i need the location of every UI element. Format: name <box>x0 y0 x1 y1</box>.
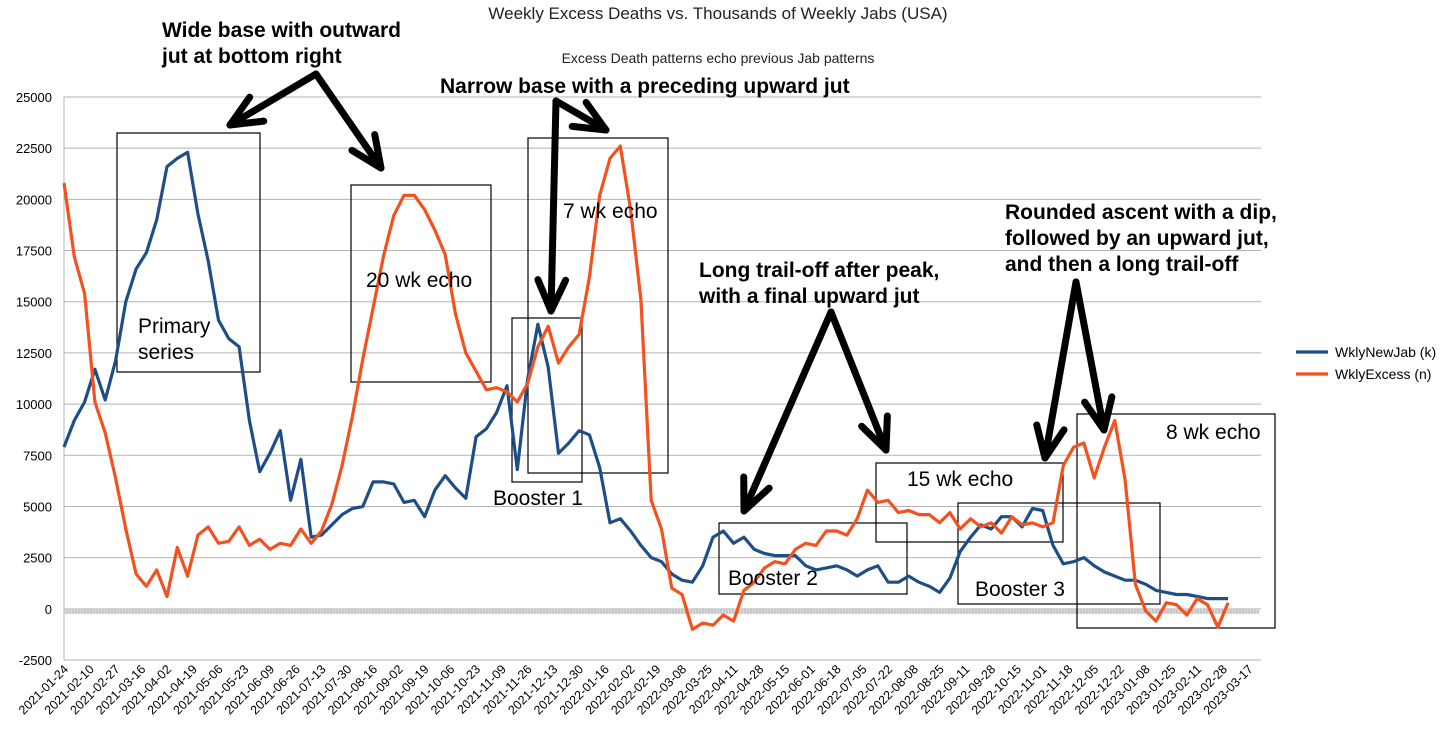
annotation-echo15: 15 wk echo <box>907 468 1013 491</box>
annotation-booster1: Booster 1 <box>493 487 583 510</box>
y-tick-label: 22500 <box>16 141 52 156</box>
annotation-booster3: Booster 3 <box>975 578 1065 601</box>
y-tick-label: 17500 <box>16 244 52 259</box>
y-tick-label: 2500 <box>23 551 52 566</box>
y-tick-label: 5000 <box>23 499 52 514</box>
annotation-primary: series <box>138 341 194 364</box>
annotation-booster2: Booster 2 <box>728 567 818 590</box>
arrow-head <box>1081 393 1116 434</box>
annotation-long-trail: Long trail-off after peak, <box>699 259 939 282</box>
annotation-primary: Primary <box>138 315 211 338</box>
y-tick-label: 25000 <box>16 90 52 105</box>
arrow-head <box>226 93 268 129</box>
arrow-shaft <box>552 97 610 134</box>
annotation-narrow-base: Narrow base with a preceding upward jut <box>440 75 850 98</box>
annotation-rounded: and then a long trail-off <box>1005 253 1239 276</box>
annotation-rounded: Rounded ascent with a dip, <box>1005 201 1277 224</box>
chart-subtitle: Excess Death patterns echo previous Jab … <box>562 50 875 66</box>
zero-band <box>64 608 1259 614</box>
annotation-box <box>527 137 669 474</box>
y-tick-label: 12500 <box>16 346 52 361</box>
annotation-box <box>718 522 908 595</box>
annotation-long-trail: with a final upward jut <box>698 285 920 308</box>
arrow-head <box>568 98 610 134</box>
annotation-wide-base: jut at bottom right <box>161 45 342 68</box>
arrow-shaft <box>1041 278 1080 462</box>
arrow-head <box>534 276 570 315</box>
y-tick-label: 7500 <box>23 448 52 463</box>
annotation-echo20: 20 wk echo <box>366 269 472 292</box>
arrow-shaft <box>312 70 385 172</box>
annotations: Wide base with outward jut at bottom righ… <box>138 19 1277 601</box>
annotation-box <box>116 132 261 373</box>
annotation-rounded: followed by an upward jut, <box>1005 227 1269 250</box>
annotation-echo8: 8 wk echo <box>1166 421 1261 444</box>
arrow-shaft <box>1072 278 1108 434</box>
arrow-head <box>1033 421 1068 462</box>
legend-label: WklyExcess (n) <box>1335 366 1431 382</box>
annotation-box <box>350 184 492 383</box>
y-axis: -2500 0 2500 5000 7500 10000 12500 15000 17500 20… <box>16 90 52 668</box>
arrow-shaft <box>827 308 890 454</box>
y-tick-label: 0 <box>45 602 52 617</box>
arrow-head <box>740 473 773 515</box>
arrow-shaft <box>226 70 320 129</box>
annotation-wide-base: Wide base with outward <box>162 19 401 42</box>
annotation-box <box>511 317 583 483</box>
y-tick-label: 10000 <box>16 397 52 412</box>
arrow-head <box>858 412 891 454</box>
series-line-excess <box>62 144 1230 631</box>
legend-label: WklyNewJab (k) <box>1335 344 1436 360</box>
series-lines <box>62 144 1230 631</box>
arrow-shaft <box>740 308 835 515</box>
x-axis: 2021-01-242021-02-102021-02-272021-03-16… <box>16 662 1256 717</box>
chart-title: Weekly Excess Deaths vs. Thousands of We… <box>488 4 947 23</box>
y-tick-label: 20000 <box>16 192 52 207</box>
arrow-head <box>348 131 385 172</box>
y-tick-label: -2500 <box>19 653 52 668</box>
grid <box>63 96 1261 661</box>
legend: WklyNewJab (k) WklyExcess (n) <box>1296 344 1436 382</box>
arrow-shaft <box>547 97 560 315</box>
annotation-arrows <box>226 70 1116 515</box>
annotation-box <box>1076 413 1276 629</box>
annotation-echo7: 7 wk echo <box>563 200 658 223</box>
series-line-jabs <box>62 150 1229 601</box>
y-tick-label: 15000 <box>16 295 52 310</box>
